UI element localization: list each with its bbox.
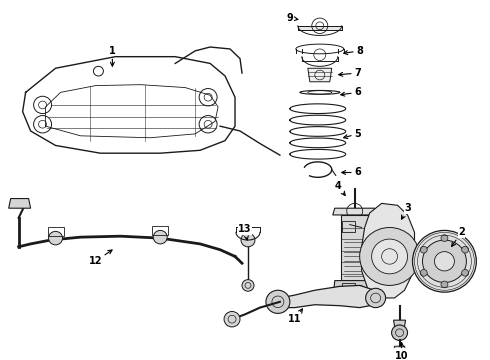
Circle shape <box>413 230 476 292</box>
Polygon shape <box>393 346 406 354</box>
Polygon shape <box>9 199 30 208</box>
Text: 2: 2 <box>452 227 465 246</box>
Circle shape <box>242 280 254 291</box>
Text: 1: 1 <box>109 46 116 66</box>
Text: 11: 11 <box>288 309 302 324</box>
Circle shape <box>241 233 255 247</box>
Text: 5: 5 <box>343 129 361 139</box>
Text: 7: 7 <box>339 68 361 78</box>
Polygon shape <box>333 208 377 215</box>
Circle shape <box>422 240 466 283</box>
Polygon shape <box>393 320 406 333</box>
Text: 12: 12 <box>89 250 112 266</box>
Circle shape <box>462 246 468 253</box>
Polygon shape <box>272 285 378 307</box>
Circle shape <box>392 325 408 341</box>
Polygon shape <box>362 203 415 298</box>
Text: 4: 4 <box>334 181 345 195</box>
Circle shape <box>462 270 468 276</box>
Circle shape <box>441 235 448 242</box>
Circle shape <box>435 252 454 271</box>
Text: 6: 6 <box>342 167 361 177</box>
Circle shape <box>371 239 408 274</box>
Circle shape <box>366 288 386 307</box>
Polygon shape <box>333 280 377 302</box>
Circle shape <box>49 231 63 245</box>
Text: 6: 6 <box>341 87 361 98</box>
Circle shape <box>420 246 427 253</box>
Text: 3: 3 <box>401 203 411 219</box>
Circle shape <box>266 290 290 314</box>
Text: 8: 8 <box>343 46 363 56</box>
Polygon shape <box>341 215 368 290</box>
Polygon shape <box>298 26 342 30</box>
Circle shape <box>224 311 240 327</box>
Polygon shape <box>308 68 332 82</box>
Circle shape <box>94 66 103 76</box>
Circle shape <box>153 230 167 244</box>
Text: 9: 9 <box>287 13 298 23</box>
Circle shape <box>360 228 419 285</box>
Circle shape <box>441 281 448 288</box>
Text: 13: 13 <box>238 224 252 240</box>
Text: 10: 10 <box>395 342 408 360</box>
Circle shape <box>420 270 427 276</box>
